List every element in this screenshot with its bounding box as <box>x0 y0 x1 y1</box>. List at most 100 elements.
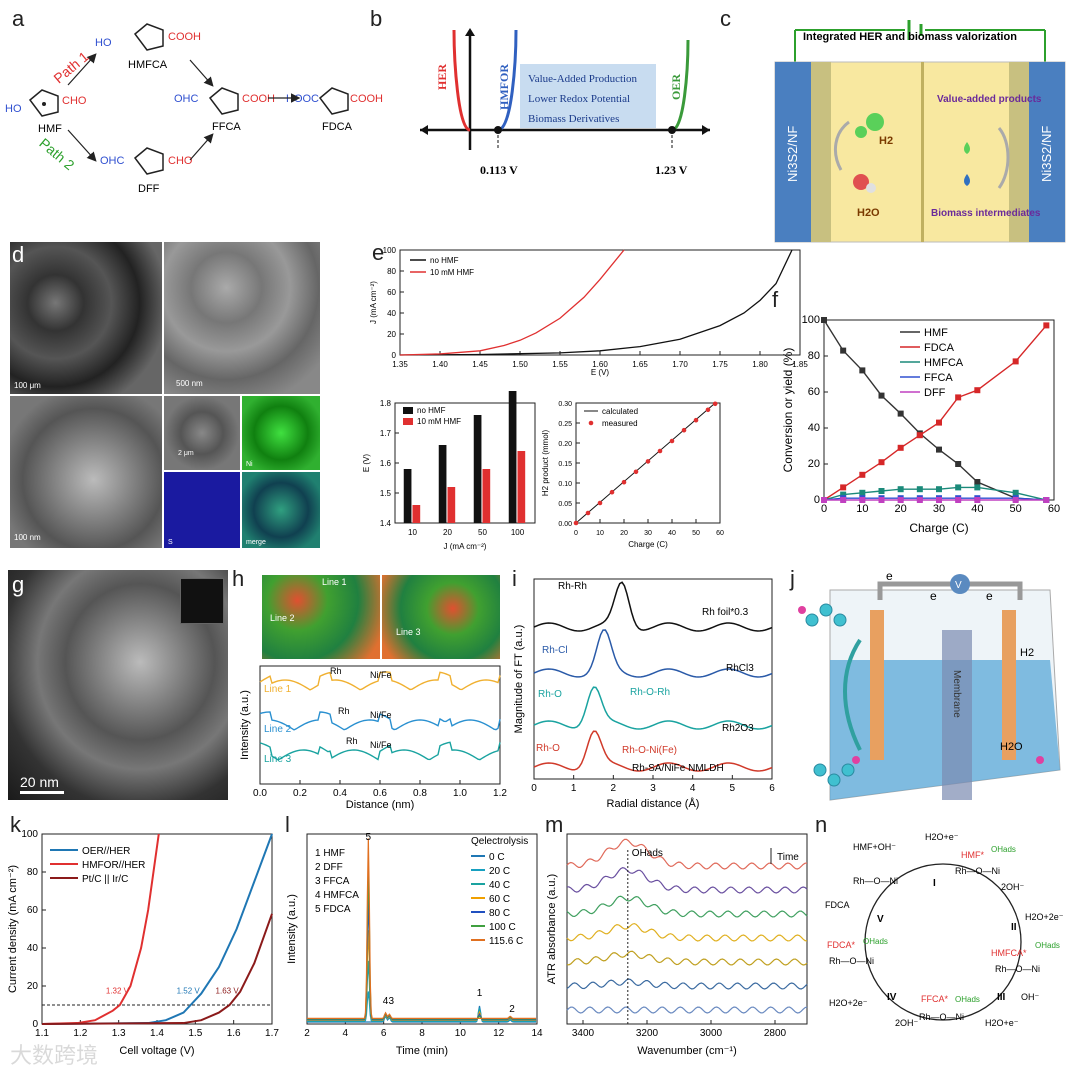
x-tick-label: 1.0 <box>453 788 467 799</box>
panel-letter-n: n <box>815 812 828 837</box>
watermark: 大数跨境 <box>10 1043 99 1068</box>
y-tick-label: 1.4 <box>380 519 392 528</box>
y-tick-label: 0.10 <box>558 481 572 488</box>
g-scale: 20 nm <box>20 774 59 790</box>
measured-point <box>621 479 627 485</box>
g-fft-inset <box>180 578 224 624</box>
k-annotation: 1.63 V <box>216 987 240 996</box>
marker-FDCA <box>936 419 942 426</box>
n-h2o-2e-b: H2O+2e⁻ <box>829 998 868 1008</box>
marker-HMFCA <box>974 484 981 491</box>
measured-point <box>657 448 663 454</box>
j-membrane: Membrane <box>951 670 962 718</box>
m-trace-6 <box>566 838 808 870</box>
x-axis-label: Wavenumber (cm⁻¹) <box>637 1045 737 1057</box>
l-trace-2 <box>307 960 537 1022</box>
marker-FDCA <box>916 432 923 439</box>
legend-swatch <box>588 420 594 426</box>
d-map-merge-label: merge <box>246 539 266 546</box>
axes-frame <box>399 249 801 356</box>
measured-point <box>573 520 579 526</box>
d-map-merge: merge <box>242 472 320 548</box>
c-electrode-left: Ni3S2/NF <box>785 126 800 182</box>
m-time-label: Time <box>777 852 799 863</box>
panel-letter-d: d <box>12 242 25 267</box>
x-tick-label: 8 <box>419 1028 425 1039</box>
h-line-label: Line 2 <box>264 724 292 735</box>
x-tick-label: 10 <box>455 1028 467 1039</box>
legend-label: calculated <box>602 407 638 416</box>
legend-label: 80 C <box>489 908 510 919</box>
marker-HMF <box>878 392 885 399</box>
a-cooh-2: COOH <box>242 93 275 105</box>
x-tick-label: 3400 <box>572 1028 595 1039</box>
marker-FDCA <box>955 394 962 401</box>
legend-label: HMFOR//HER <box>82 860 145 871</box>
h-line-label: Line 3 <box>264 754 292 765</box>
x-tick-label: 0.6 <box>373 788 387 799</box>
c-biomass: Biomass intermediates <box>931 208 1041 219</box>
measured-point <box>693 417 699 423</box>
n-h2o-2e: H2O+2e⁻ <box>1025 912 1064 922</box>
x-tick-label: 0 <box>821 503 827 515</box>
x-tick-label: 20 <box>443 528 452 537</box>
bar-no HMF <box>473 415 482 523</box>
m-trace-1 <box>566 978 808 990</box>
n-rhoni-3: Rh—O—Ni <box>919 1012 964 1022</box>
i-rhcl3: RhCl3 <box>726 663 754 674</box>
d-scale-1: 100 μm <box>14 381 41 390</box>
bar-no HMF <box>508 391 517 523</box>
y-tick-label: 1.6 <box>380 459 392 468</box>
x-tick-label: 100 <box>511 528 525 537</box>
panel-letter-h: h <box>232 566 245 591</box>
i-rhoni: Rh-O-Ni(Fe) <box>622 745 677 756</box>
l-trace-1 <box>307 991 537 1022</box>
n-h2o-e2: H2O+e⁻ <box>985 1018 1019 1028</box>
i-curve-2 <box>533 686 773 730</box>
h-profile-2 <box>259 711 501 731</box>
legend-label: 10 mM HMF <box>417 417 461 426</box>
b-box-line-1: Value-Added Production <box>528 73 638 85</box>
n-hmfca-star: HMFCA* <box>991 948 1027 958</box>
h-nife-label: Ni/Fe <box>370 740 392 750</box>
bar-10 mM HMF <box>447 487 456 523</box>
marker-HMF <box>955 461 962 467</box>
legend-label: no HMF <box>417 406 446 415</box>
x-tick-label: 12 <box>493 1028 505 1039</box>
y-tick-label: 20 <box>27 981 39 992</box>
h-line2-img: Line 2 <box>270 613 295 623</box>
marker-FDCA <box>974 387 981 394</box>
measured-point <box>633 469 639 475</box>
i-curve-1 <box>533 629 773 678</box>
y-axis-label: J (mA cm⁻²) <box>369 281 378 324</box>
legend-label: OER//HER <box>82 846 130 857</box>
panel-letter-m: m <box>545 812 564 837</box>
n-hmf-star: HMF* <box>961 850 984 860</box>
y-tick-label: 20 <box>808 458 820 470</box>
l-peak-label: 2 <box>509 1004 515 1015</box>
x-tick-label: 1.80 <box>752 360 768 369</box>
marker-HMFCA <box>897 486 904 493</box>
h-line1-img: Line 1 <box>322 577 347 587</box>
x-tick-label: 60 <box>1048 503 1060 515</box>
panel-a-scheme: HO CHO HMF HO COOH HMFCA OHC COOH FFCA H… <box>5 23 383 195</box>
k-series-1 <box>41 833 160 1025</box>
h-line-label: Line 1 <box>264 684 292 695</box>
x-tick-label: 1.2 <box>493 788 507 799</box>
j-h2o: H2O <box>1000 741 1023 753</box>
a-hmf: HMF <box>38 123 62 135</box>
c-h2: H2 <box>879 135 893 147</box>
measured-point <box>609 489 615 495</box>
marker-HMFCA <box>916 486 923 493</box>
y-axis-label: Current density (mA cm⁻²) <box>7 865 19 993</box>
h-line3-img: Line 3 <box>396 627 421 637</box>
x-axis-label: Charge (C) <box>628 540 668 549</box>
measured-point <box>669 438 675 444</box>
x-tick-label: 60 <box>716 530 724 537</box>
n-fdca-star: FDCA* <box>827 940 855 950</box>
x-tick-label: 1.75 <box>712 360 728 369</box>
measured-point <box>681 427 687 433</box>
panel-letter-j: j <box>790 566 795 591</box>
y-tick-label: 0.30 <box>558 401 572 408</box>
x-tick-label: 20 <box>620 530 628 537</box>
